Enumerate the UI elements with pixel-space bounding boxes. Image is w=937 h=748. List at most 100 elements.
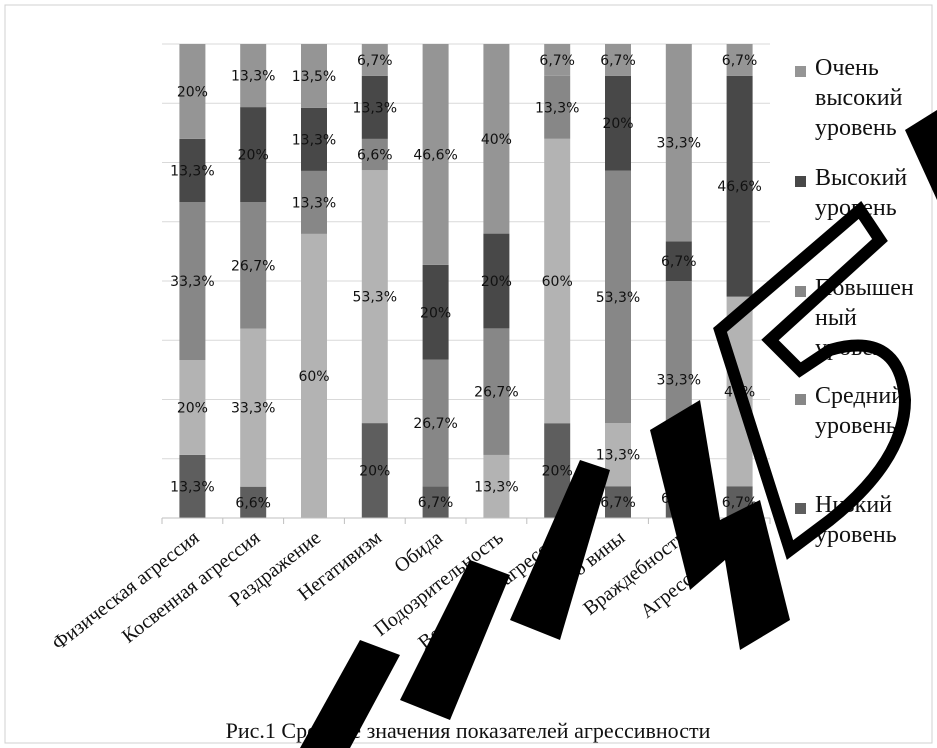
data-label: 6,6% — [235, 495, 271, 511]
legend-label: уровень — [815, 413, 897, 439]
bar-segment — [240, 44, 267, 108]
bar-segment — [301, 170, 327, 234]
legend-label: уровеь — [815, 335, 884, 361]
data-label: 26,7% — [413, 416, 457, 432]
bar-segment — [483, 44, 510, 234]
bar-segment — [179, 138, 206, 202]
data-label: 20% — [177, 84, 208, 100]
x-tick-label: Враждебность — [579, 527, 690, 620]
data-label: 6,7% — [600, 495, 636, 511]
data-label: 6,7% — [539, 53, 575, 69]
bar-segment — [422, 359, 449, 487]
legend-label: уровень — [815, 195, 897, 221]
bar-segment — [240, 328, 267, 487]
legend-label: высокий — [815, 85, 903, 111]
bar-segment — [605, 170, 631, 424]
bar-segment — [361, 423, 388, 518]
bar-segment — [240, 202, 267, 329]
data-label: 13,3% — [535, 100, 579, 116]
bar-segment — [179, 44, 206, 139]
bar-segment — [544, 44, 571, 76]
data-label: 20% — [481, 274, 512, 290]
data-label: 13,3% — [292, 195, 336, 211]
data-label: 13,3% — [292, 132, 336, 148]
bar-segment — [301, 44, 327, 108]
data-label: 13,3% — [170, 479, 214, 495]
data-label: 53,3% — [596, 290, 640, 306]
bar-segment — [665, 241, 692, 281]
data-label: 26,7% — [474, 385, 518, 401]
bar-segment — [544, 75, 571, 139]
bar-segment — [361, 138, 388, 171]
data-label: 13,3% — [474, 479, 518, 495]
legend: Очень высокий уровень Высокий уровень Повышен… — [795, 55, 914, 548]
data-label: 6,7% — [600, 53, 636, 69]
legend-swatch — [795, 503, 806, 514]
x-tick-label: Агрессивность — [636, 527, 750, 623]
data-label: 20% — [542, 464, 573, 480]
legend-label: Низкий — [815, 492, 892, 518]
bar-segment — [301, 233, 327, 519]
legend-label: Повышен — [815, 275, 914, 301]
data-label: 33,3% — [231, 401, 275, 417]
bar-segment — [240, 107, 267, 202]
data-label: 33,3% — [657, 373, 701, 389]
figure-caption: Рис.1 Средние значения показателей агрес… — [226, 718, 711, 743]
bar-segment — [240, 486, 267, 518]
data-label: 40% — [481, 132, 512, 148]
bar-segment — [361, 75, 388, 139]
bar-segment — [301, 107, 327, 171]
data-label: 20% — [602, 116, 633, 132]
data-label: 6,6% — [357, 148, 393, 164]
bar-segment — [605, 75, 631, 171]
data-label: 33,3% — [170, 274, 214, 290]
bar-segment — [179, 454, 206, 518]
legend-swatch — [795, 394, 806, 405]
bar-segment — [179, 202, 206, 360]
bar-segment — [422, 44, 449, 265]
data-label: 40% — [724, 384, 755, 400]
data-label: 20% — [177, 400, 208, 416]
bar-segment — [361, 170, 388, 424]
data-label: 53,3% — [353, 290, 397, 306]
data-label: 60% — [298, 369, 329, 385]
bar-segment — [361, 44, 388, 76]
data-label: 60% — [542, 274, 573, 290]
legend-label: Средний — [815, 383, 904, 409]
bar-segment — [665, 44, 692, 242]
data-label: 6,7% — [418, 495, 454, 511]
legend-label: Очень — [815, 55, 879, 81]
legend-swatch — [795, 176, 806, 187]
data-label: 6,7% — [722, 495, 758, 511]
chart-border — [4, 4, 933, 744]
bar-segment — [605, 44, 631, 76]
data-label: 6,7% — [722, 53, 758, 69]
bar-segment — [422, 486, 449, 518]
data-label: 6,7% — [661, 491, 697, 507]
data-label: 26,7% — [231, 258, 275, 274]
legend-swatch — [795, 286, 806, 297]
data-label: 13,3% — [596, 448, 640, 464]
bar-segment — [483, 233, 510, 329]
data-label: 13,3% — [170, 163, 214, 179]
data-label: 20% — [238, 148, 269, 164]
bar-segment — [179, 360, 206, 455]
data-label: 33,3% — [657, 136, 701, 152]
legend-label: уровень — [815, 522, 897, 548]
legend-label: Высокий — [815, 165, 907, 191]
data-label: 20% — [359, 464, 390, 480]
legend-label: уровень — [815, 115, 897, 141]
bar-segment — [726, 44, 753, 76]
data-label: 13,3% — [353, 100, 397, 116]
bar-segment — [544, 138, 571, 424]
bar-segment — [422, 264, 449, 360]
legend-swatch — [795, 66, 806, 77]
data-label: 6,7% — [661, 254, 697, 270]
bar-segment — [483, 454, 510, 518]
legend-label: ный — [815, 305, 857, 331]
bar-segment — [483, 328, 510, 455]
data-label: 46,6% — [413, 147, 457, 163]
